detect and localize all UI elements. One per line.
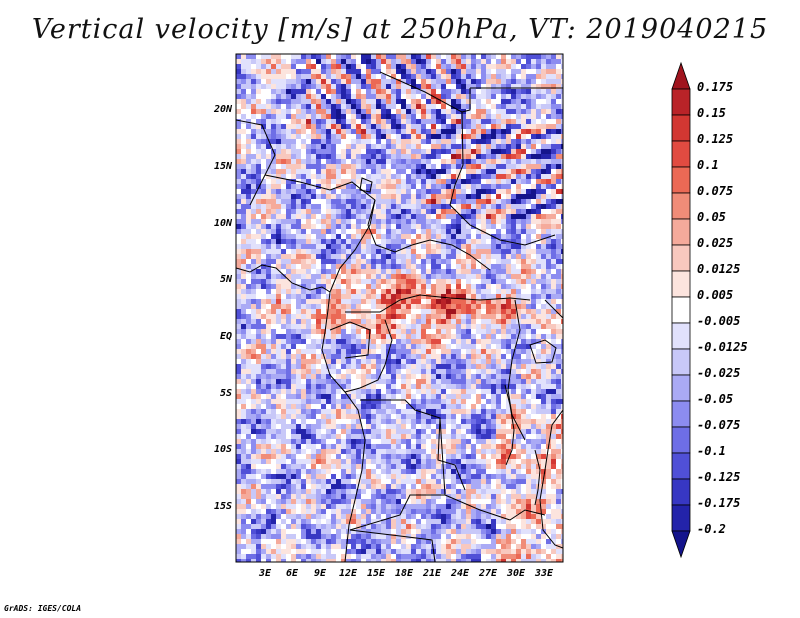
map-frame <box>235 53 564 563</box>
x-tick-27e: 27E <box>478 568 498 579</box>
border-angola-zambia <box>349 417 446 531</box>
border-nigeria-cameroon <box>329 199 376 293</box>
border-zambia-south <box>444 494 546 521</box>
colorbar-segment <box>671 244 691 272</box>
colorbar-bottom-arrow <box>671 530 691 559</box>
border-namibia <box>349 529 436 562</box>
y-tick-eq: EQ <box>219 331 232 342</box>
grads-credit: GrADS: IGES/COLA <box>4 604 82 613</box>
border-kenya <box>544 299 563 319</box>
colorbar-segment <box>671 88 691 116</box>
y-tick-10n: 10N <box>213 218 232 229</box>
colorbar-label: 0.0125 <box>697 262 741 276</box>
x-tick-24e: 24E <box>450 568 470 579</box>
country-borders <box>236 71 563 562</box>
colorbar-segment <box>671 426 691 454</box>
colorbar-label: 0.175 <box>697 80 734 94</box>
border-niger-chad <box>379 71 464 206</box>
y-tick-5s: 5S <box>219 388 232 399</box>
colorbar-segment <box>671 296 691 324</box>
lake-chad <box>359 177 373 193</box>
border-libya-egypt <box>461 88 471 113</box>
colorbar-segment <box>671 374 691 402</box>
border-congo-drc <box>344 319 393 393</box>
lake-victoria <box>529 339 557 364</box>
border-mali-niger <box>236 119 276 206</box>
colorbar-label: 0.125 <box>697 132 734 146</box>
colorbar-segment <box>671 478 691 506</box>
velocity-field <box>236 54 563 562</box>
colorbar-label: -0.005 <box>697 314 741 328</box>
x-tick-12e: 12E <box>338 568 358 579</box>
map-title: Vertical velocity [m/s] at 250hPa, VT: 2… <box>31 14 769 45</box>
colorbar-label: -0.125 <box>697 470 741 484</box>
colorbar-label: -0.075 <box>697 418 741 432</box>
colorbar-label: -0.2 <box>697 522 726 536</box>
x-tick-33e: 33E <box>534 568 554 579</box>
colorbar-label: 0.005 <box>697 288 734 302</box>
east-coastline <box>539 409 563 549</box>
x-tick-3e: 3E <box>258 568 272 579</box>
x-tick-6e: 6E <box>285 568 299 579</box>
colorbar-segment <box>671 348 691 376</box>
colorbar-segment <box>671 270 691 298</box>
border-car-drc <box>345 294 531 313</box>
colorbar-segment <box>671 140 691 168</box>
colorbar-label: -0.025 <box>697 366 741 380</box>
colorbar-segment <box>671 192 691 220</box>
border-sudan-southsudan <box>449 204 556 246</box>
colorbar-label: 0.025 <box>697 236 734 250</box>
colorbar-label: -0.05 <box>697 392 734 406</box>
colorbar-label: -0.1 <box>697 444 726 458</box>
colorbar-label: 0.15 <box>697 106 726 120</box>
y-tick-15n: 15N <box>213 161 232 172</box>
colorbar-label: 0.1 <box>697 158 719 172</box>
y-tick-10s: 10S <box>213 444 232 455</box>
colorbar-label: 0.075 <box>697 184 734 198</box>
x-tick-21e: 21E <box>422 568 442 579</box>
x-tick-18e: 18E <box>394 568 414 579</box>
lake-malawi <box>534 449 541 506</box>
x-tick-9e: 9E <box>313 568 327 579</box>
border-chad-car <box>367 199 491 271</box>
colorbar-label: -0.175 <box>697 496 741 510</box>
y-tick-20n: 20N <box>213 104 232 115</box>
x-tick-15e: 15E <box>366 568 386 579</box>
coastline <box>236 264 366 562</box>
colorbar-segment <box>671 166 691 194</box>
border-gabon-congo <box>329 321 371 359</box>
colorbar-segment <box>671 504 691 532</box>
colorbar-label: -0.0125 <box>697 340 748 354</box>
colorbar-label: 0.05 <box>697 210 726 224</box>
colorbar-segment <box>671 400 691 428</box>
border-drc-uganda <box>507 299 526 441</box>
y-tick-15s: 15S <box>213 501 232 512</box>
colorbar-segment <box>671 114 691 142</box>
colorbar-segment <box>671 452 691 480</box>
lake-tanganyika <box>504 384 515 466</box>
y-tick-5n: 5N <box>219 274 232 285</box>
colorbar-segment <box>671 218 691 246</box>
border-niger-nigeria <box>264 174 376 201</box>
colorbar <box>671 61 691 559</box>
colorbar-segment <box>671 322 691 350</box>
colorbar-top-arrow <box>671 61 691 90</box>
x-tick-30e: 30E <box>506 568 526 579</box>
